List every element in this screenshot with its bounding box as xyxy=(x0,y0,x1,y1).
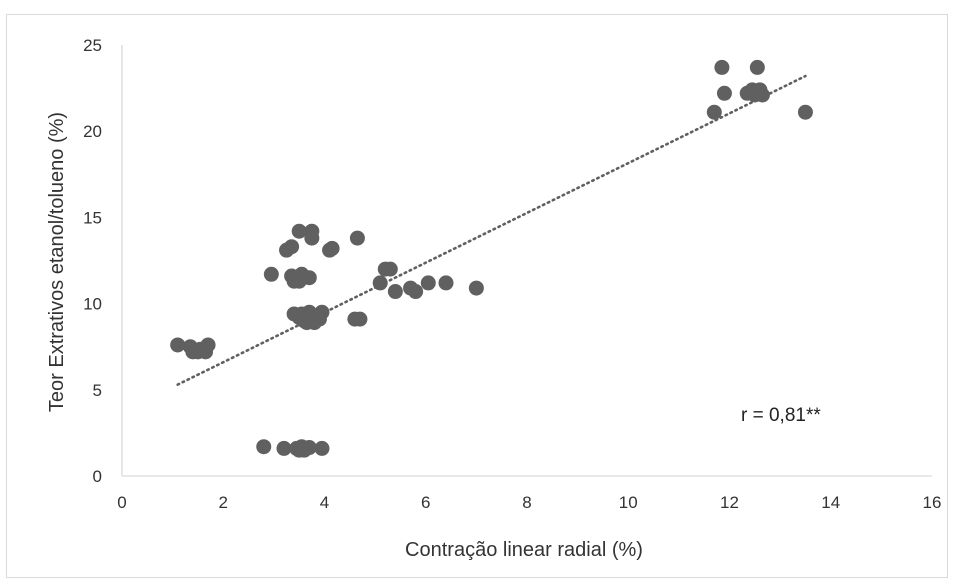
data-point xyxy=(372,275,388,291)
x-tick-label: 10 xyxy=(619,493,638,512)
data-point xyxy=(408,284,424,300)
data-point xyxy=(256,439,272,455)
axes xyxy=(121,45,932,477)
x-tick-label: 8 xyxy=(522,493,531,512)
data-point xyxy=(438,275,454,291)
y-axis-title: Teor Extrativos etanol/tolueno (%) xyxy=(46,112,68,412)
data-point xyxy=(716,85,732,101)
x-tick-label: 2 xyxy=(219,493,228,512)
y-tick-label: 20 xyxy=(83,122,102,141)
data-point xyxy=(706,104,722,120)
data-point xyxy=(304,230,320,246)
data-point xyxy=(200,337,216,353)
x-tick-label: 12 xyxy=(720,493,739,512)
y-tick-labels: 0 5 10 15 20 25 xyxy=(83,36,102,486)
data-point xyxy=(291,223,307,239)
data-points xyxy=(170,59,813,458)
data-point xyxy=(714,59,730,75)
x-tick-label: 0 xyxy=(117,493,126,512)
trendline-group xyxy=(176,74,807,386)
x-tick-label: 4 xyxy=(320,493,329,512)
x-tick-label: 6 xyxy=(421,493,430,512)
data-point xyxy=(754,87,770,103)
x-tick-label: 14 xyxy=(821,493,840,512)
data-point xyxy=(314,304,330,320)
y-tick-label: 5 xyxy=(93,381,102,400)
data-point xyxy=(276,440,292,456)
data-point xyxy=(420,275,436,291)
data-point xyxy=(301,270,317,286)
data-point xyxy=(797,104,813,120)
data-point xyxy=(263,266,279,282)
data-point xyxy=(324,240,340,256)
y-tick-label: 0 xyxy=(93,467,102,486)
chart-frame xyxy=(6,14,948,578)
data-point xyxy=(749,59,765,75)
data-point xyxy=(468,280,484,296)
data-point xyxy=(314,440,330,456)
x-tick-label: 16 xyxy=(923,493,942,512)
data-point xyxy=(170,337,186,353)
y-tick-label: 25 xyxy=(83,36,102,55)
data-point xyxy=(352,311,368,327)
x-tick-labels: 0 2 4 6 8 10 12 14 16 xyxy=(117,493,941,512)
data-point xyxy=(349,230,365,246)
trendline xyxy=(176,74,807,386)
correlation-annotation: r = 0,81** xyxy=(741,405,821,426)
data-point xyxy=(382,261,398,277)
data-point xyxy=(301,440,317,456)
data-point xyxy=(387,284,403,300)
y-tick-label: 15 xyxy=(83,208,102,227)
y-tick-label: 10 xyxy=(83,295,102,314)
data-point xyxy=(284,239,300,255)
x-axis-title: Contração linear radial (%) xyxy=(405,539,643,561)
